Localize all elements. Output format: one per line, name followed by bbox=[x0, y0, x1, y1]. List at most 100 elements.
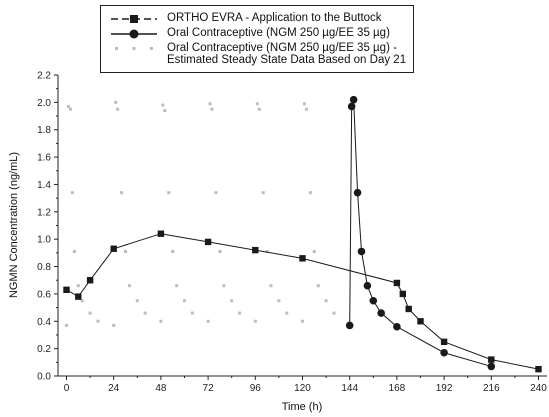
x-tick-label: 120 bbox=[294, 383, 311, 394]
legend-item-steady-state: Oral Contraceptive (NGM 250 µg/EE 35 µg)… bbox=[101, 42, 413, 66]
legend-item-oral-contraceptive: Oral Contraceptive (NGM 250 µg/EE 35 µg) bbox=[101, 27, 413, 41]
x-tick-label: 144 bbox=[341, 383, 358, 394]
x-tick-label: 168 bbox=[389, 383, 406, 394]
x-tick-label: 96 bbox=[250, 383, 262, 394]
oral-contraceptive-line bbox=[349, 99, 492, 367]
steady-state-point bbox=[218, 249, 222, 253]
steady-state-point bbox=[163, 109, 167, 113]
ortho-evra-point bbox=[417, 318, 424, 325]
steady-state-point bbox=[312, 249, 316, 253]
x-axis-label: Time (h) bbox=[282, 401, 323, 413]
y-tick-label: 2.0 bbox=[37, 98, 51, 109]
steady-state-point bbox=[302, 102, 306, 106]
steady-state-point bbox=[301, 319, 304, 323]
oral-contraceptive-point bbox=[347, 102, 356, 111]
steady-state-point bbox=[210, 107, 214, 111]
ortho-evra-point bbox=[252, 246, 259, 254]
steady-state-point bbox=[277, 299, 281, 303]
legend-swatch-square-dashed-icon bbox=[111, 15, 157, 23]
legend-label: Oral Contraceptive (NGM 250 µg/EE 35 µg)… bbox=[167, 42, 397, 54]
steady-state-point bbox=[127, 284, 131, 288]
oral-contraceptive-point bbox=[357, 247, 366, 256]
steady-state-point bbox=[265, 249, 269, 253]
steady-state-point bbox=[167, 191, 171, 195]
steady-state-point bbox=[161, 103, 165, 107]
x-tick-label: 240 bbox=[530, 383, 547, 394]
steady-state-point bbox=[80, 299, 84, 303]
steady-state-point bbox=[135, 299, 139, 303]
legend-label: Oral Contraceptive (NGM 250 µg/EE 35 µg) bbox=[167, 27, 390, 39]
legend-item-ortho-evra: ORTHO EVRA - Application to the Buttock bbox=[101, 12, 413, 26]
series-steady-state bbox=[65, 100, 336, 327]
steady-state-point bbox=[332, 311, 336, 315]
oral-contraceptive-point bbox=[440, 348, 448, 357]
x-tick-label: 216 bbox=[483, 383, 500, 394]
oral-contraceptive-point bbox=[353, 188, 362, 197]
steady-state-point bbox=[269, 284, 273, 288]
y-tick-label: 2.2 bbox=[37, 71, 51, 82]
oral-contraceptive-point bbox=[363, 281, 372, 290]
ortho-evra-point bbox=[299, 255, 306, 262]
steady-state-point bbox=[88, 311, 92, 315]
steady-state-point bbox=[257, 107, 261, 111]
oral-contraceptive-point bbox=[349, 95, 358, 104]
steady-state-point bbox=[116, 107, 120, 111]
steady-state-point bbox=[120, 191, 124, 195]
ortho-evra-point bbox=[405, 305, 412, 313]
y-tick-label: 1.8 bbox=[37, 125, 51, 136]
steady-state-point bbox=[171, 249, 175, 253]
y-tick-label: 0.4 bbox=[37, 317, 51, 328]
steady-state-point bbox=[208, 102, 212, 106]
x-tick-label: 0 bbox=[64, 383, 70, 394]
y-axis-ticks: 0.0 0.2 0.4 0.6 0.8 1.0 1.2 1.4 1.6 1.8 2.0 2.2 bbox=[37, 71, 58, 383]
ortho-evra-point bbox=[86, 277, 94, 284]
ortho-evra-point bbox=[399, 290, 406, 298]
steady-state-point bbox=[72, 249, 76, 253]
legend-label-line2: Estimated Steady State Data Based on Day… bbox=[167, 54, 407, 66]
steady-state-point bbox=[183, 299, 186, 303]
steady-state-point bbox=[159, 319, 163, 323]
steady-state-point bbox=[70, 191, 74, 195]
oral-contraceptive-point bbox=[487, 362, 496, 371]
y-tick-label: 0.0 bbox=[37, 372, 51, 383]
steady-state-point bbox=[255, 102, 259, 106]
y-tick-label: 1.4 bbox=[37, 180, 51, 191]
steady-state-point bbox=[143, 311, 147, 315]
ortho-evra-point bbox=[204, 238, 212, 246]
steady-state-point bbox=[76, 284, 80, 288]
ortho-evra-point bbox=[440, 338, 448, 345]
ortho-evra-point bbox=[63, 286, 70, 294]
y-axis-label: NGMN Concentration (ng/mL) bbox=[8, 152, 20, 298]
oral-contraceptive-point bbox=[345, 321, 354, 330]
steady-state-point bbox=[261, 191, 265, 195]
x-tick-label: 24 bbox=[108, 383, 120, 394]
series-oral-contraceptive bbox=[345, 95, 496, 371]
steady-state-point bbox=[304, 107, 308, 111]
x-axis-ticks: 0 24 48 72 96 120 144 168 192 216 240 bbox=[64, 376, 547, 394]
y-tick-label: 0.6 bbox=[37, 289, 51, 300]
x-tick-label: 192 bbox=[436, 383, 453, 394]
steady-state-point bbox=[190, 311, 194, 315]
x-tick-label: 72 bbox=[203, 383, 215, 394]
ortho-evra-point bbox=[157, 230, 165, 237]
steady-state-point bbox=[112, 323, 116, 327]
steady-state-point bbox=[253, 319, 257, 323]
ortho-evra-point bbox=[535, 365, 542, 373]
y-tick-label: 0.8 bbox=[37, 262, 51, 273]
steady-state-point bbox=[68, 107, 72, 111]
ortho-evra-point bbox=[110, 245, 117, 252]
steady-state-point bbox=[214, 191, 218, 195]
y-tick-label: 1.0 bbox=[37, 235, 51, 246]
steady-state-point bbox=[124, 249, 127, 253]
steady-state-point bbox=[206, 319, 210, 323]
x-tick-label: 48 bbox=[155, 383, 167, 394]
y-tick-label: 1.6 bbox=[37, 153, 51, 164]
steady-state-point bbox=[96, 319, 100, 323]
oral-contraceptive-point bbox=[369, 296, 378, 305]
steady-state-point bbox=[175, 284, 179, 288]
steady-state-point bbox=[316, 284, 320, 288]
steady-state-point bbox=[230, 299, 234, 303]
steady-state-point bbox=[324, 299, 328, 303]
steady-state-point bbox=[308, 191, 312, 195]
